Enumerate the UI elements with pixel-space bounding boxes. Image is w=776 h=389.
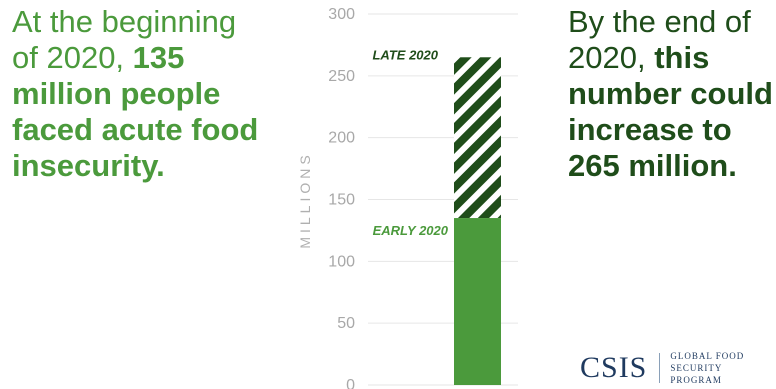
program-name: GLOBAL FOOD SECURITY PROGRAM (670, 350, 776, 386)
y-tick-labels: 0 50 100 150 200 250 300 (328, 6, 355, 389)
csis-wordmark: CSIS (580, 351, 648, 384)
y-axis-label: MILLIONS (297, 151, 313, 248)
y-tick-label-250: 250 (328, 68, 355, 85)
y-tick-label-300: 300 (328, 6, 355, 23)
left-headline-lead: At the beginning of 2020, (12, 4, 237, 75)
logo-divider (659, 353, 661, 383)
right-headline-lead: By the end of 2020, (568, 4, 751, 75)
food-insecurity-chart: 0 50 100 150 200 250 300 MILLIONS LATE 2020 EAR… (297, 6, 518, 389)
bar-late-2020 (454, 57, 501, 219)
program-name-line1: GLOBAL FOOD (670, 351, 745, 361)
left-headline: At the beginning of 2020, 135 million pe… (12, 4, 262, 184)
y-tick-label-0: 0 (346, 377, 355, 389)
bar-label-early-2020: EARLY 2020 (373, 223, 449, 238)
program-name-line2: SECURITY PROGRAM (670, 363, 723, 385)
right-headline: By the end of 2020, this number could in… (568, 4, 776, 184)
y-tick-label-50: 50 (337, 315, 355, 332)
left-headline-highlight: 135 million people faced acute food inse… (12, 40, 259, 183)
bar-label-late-2020: LATE 2020 (372, 47, 438, 62)
y-tick-label-200: 200 (328, 130, 355, 147)
bars: LATE 2020 EARLY 2020 (372, 47, 501, 385)
y-tick-label-150: 150 (328, 192, 355, 209)
right-headline-highlight: this number could increase to 265 millio… (568, 40, 773, 183)
csis-logo: CSIS GLOBAL FOOD SECURITY PROGRAM (580, 350, 776, 386)
y-tick-label-100: 100 (328, 253, 355, 270)
bar-early-2020 (454, 218, 501, 385)
